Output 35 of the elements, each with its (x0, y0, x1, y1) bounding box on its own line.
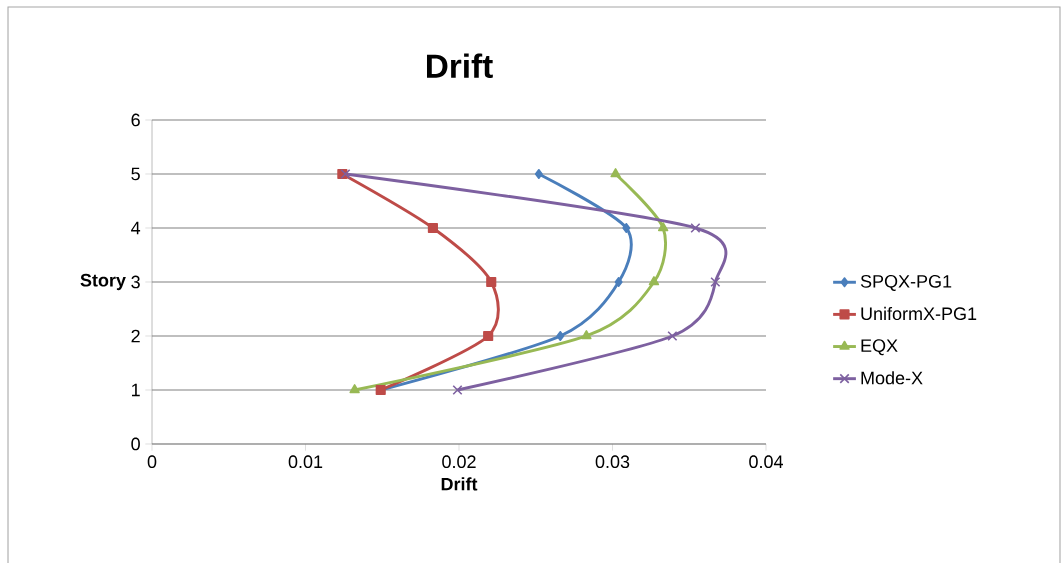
x-tick-label: 0.02 (442, 455, 476, 469)
y-tick-label: 0 (131, 437, 140, 451)
point (534, 168, 543, 180)
y-tick-label: 2 (131, 329, 140, 343)
x-axis-title: Drift (441, 477, 478, 491)
y-tick-label: 5 (131, 167, 140, 181)
point (622, 222, 631, 234)
point (610, 168, 621, 178)
x-tick-label: 0 (147, 455, 157, 469)
legend-label: EQX (861, 339, 898, 356)
point (657, 222, 669, 232)
point (556, 330, 565, 342)
point (427, 222, 438, 234)
legend-label: Mode-X (861, 371, 923, 385)
point (667, 330, 678, 342)
y-tick-label: 3 (131, 275, 140, 289)
point (486, 276, 497, 288)
point (581, 330, 592, 340)
legend-label: SPQX-PG1 (860, 274, 952, 291)
y-tick-label: 1 (132, 383, 140, 397)
x-tick-label: 0.01 (288, 455, 323, 469)
point (710, 276, 721, 288)
y-tick-label: 6 (131, 113, 140, 127)
chart-title: Drift (426, 53, 493, 78)
point (648, 276, 660, 286)
x-tick-label: 0.04 (749, 455, 783, 469)
point (614, 276, 623, 288)
legend-label: UniformX-PG1 (861, 306, 977, 321)
point (690, 222, 701, 234)
point (452, 384, 463, 396)
point (483, 330, 494, 342)
y-tick-label: 4 (131, 221, 141, 235)
x-tick-label: 0.03 (595, 455, 630, 469)
point (349, 384, 360, 394)
y-axis-title: Story (80, 273, 126, 291)
